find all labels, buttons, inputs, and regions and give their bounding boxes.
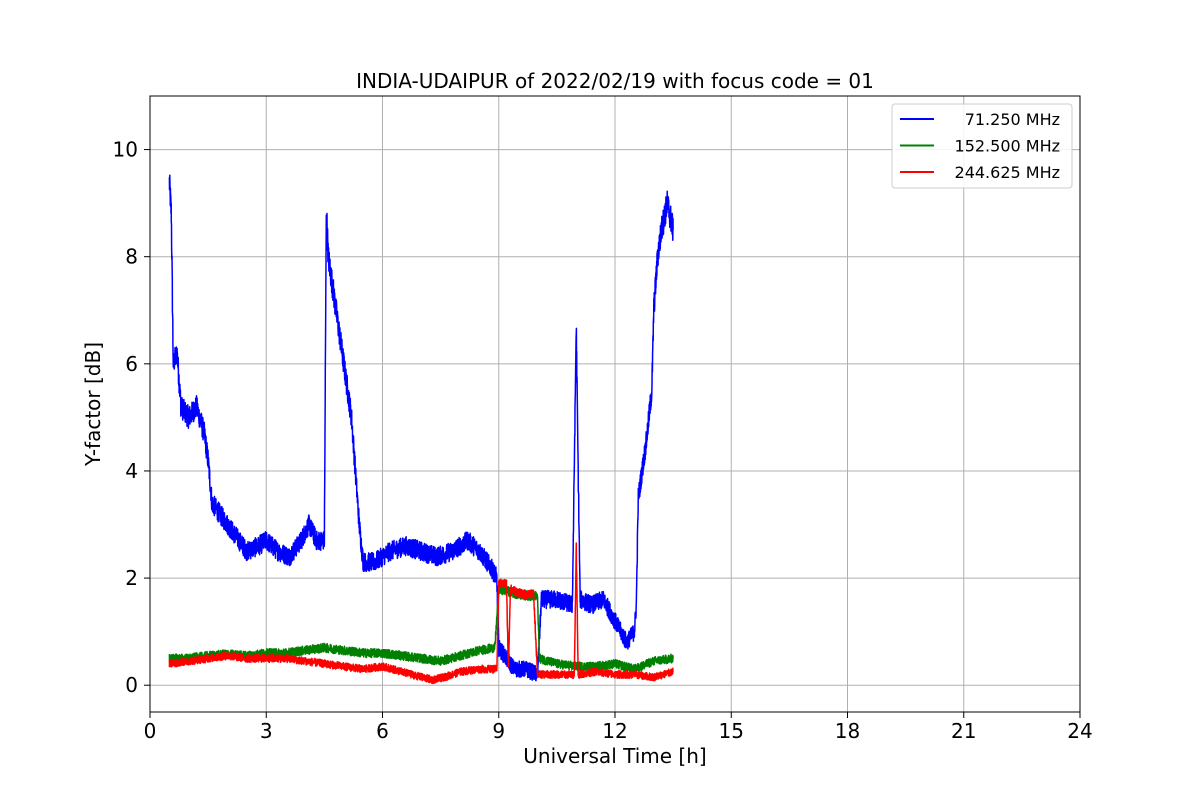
- x-tick-label: 3: [260, 719, 273, 743]
- y-tick-label: 10: [113, 138, 138, 162]
- legend: 71.250 MHz 152.500 MHz 244.625 MHz: [891, 103, 1073, 189]
- chart-title: INDIA-UDAIPUR of 2022/02/19 with focus c…: [356, 69, 874, 93]
- series-line: [168, 583, 674, 674]
- y-tick-label: 8: [125, 245, 138, 269]
- y-tick-label: 6: [125, 352, 138, 376]
- x-tick-label: 6: [376, 719, 389, 743]
- x-tick-label: 21: [951, 719, 976, 743]
- series-layer: [168, 174, 674, 685]
- legend-label: 152.500 MHz: [955, 137, 1060, 156]
- x-axis-label: Universal Time [h]: [523, 744, 706, 768]
- x-tick-label: 0: [144, 719, 157, 743]
- series-line: [168, 542, 674, 685]
- x-tick-label: 9: [492, 719, 505, 743]
- legend-label: 244.625 MHz: [955, 163, 1060, 182]
- y-tick-label: 2: [125, 566, 138, 590]
- x-tick-label: 15: [719, 719, 744, 743]
- x-tick-label: 12: [602, 719, 627, 743]
- y-tick-label: 4: [125, 459, 138, 483]
- legend-box: [891, 103, 1073, 189]
- y-tick-label: 0: [125, 673, 138, 697]
- x-tick-label: 24: [1067, 719, 1092, 743]
- y-axis-label: Y-factor [dB]: [81, 342, 105, 467]
- legend-label: 71.250 MHz: [965, 110, 1060, 129]
- x-tick-label: 18: [835, 719, 860, 743]
- series-line: [168, 174, 674, 682]
